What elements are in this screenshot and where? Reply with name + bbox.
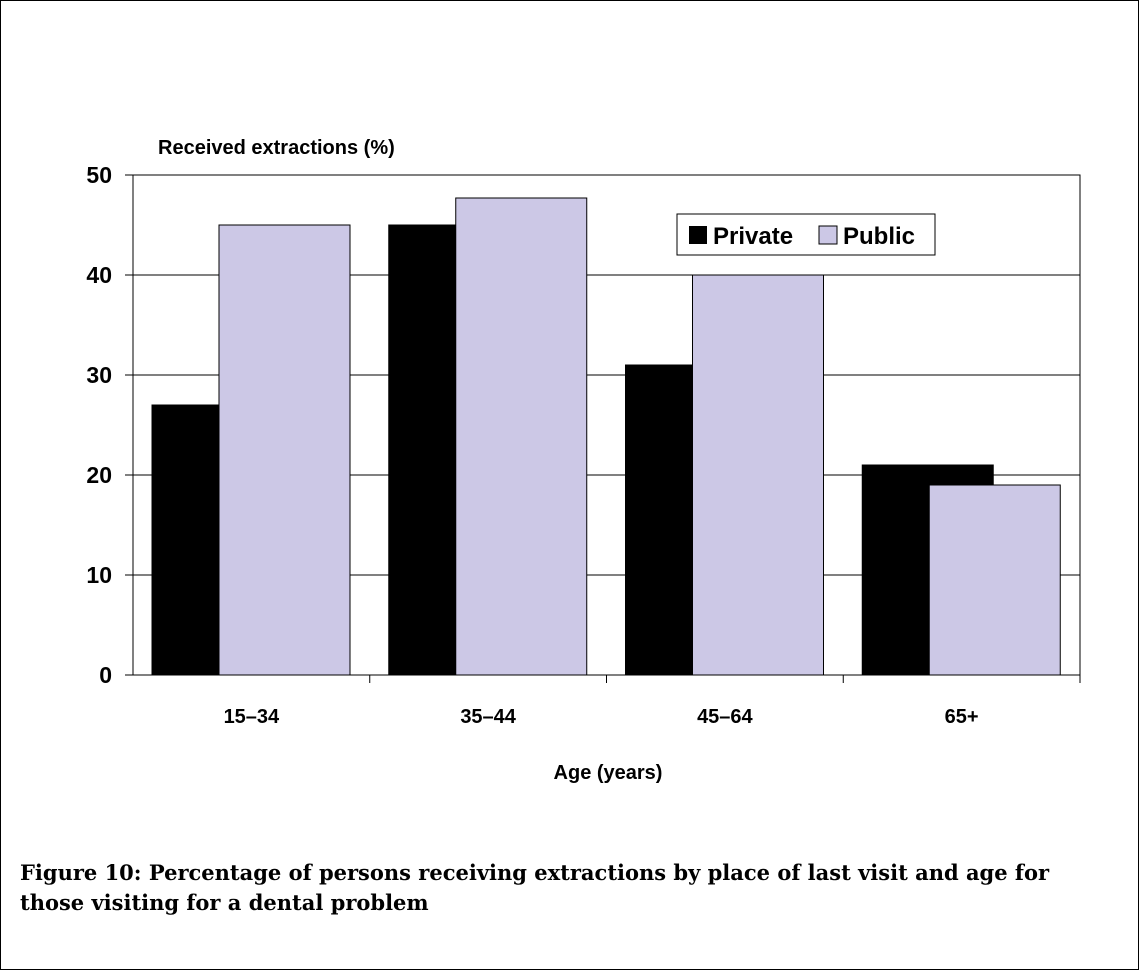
y-tick-labels: 0 10 20 30 40 50 <box>86 162 112 688</box>
y-tick-label: 40 <box>86 262 112 288</box>
figure-caption: Figure 10: Percentage of persons receivi… <box>20 858 1120 918</box>
y-tick-label: 30 <box>86 362 112 388</box>
legend-label-private: Private <box>713 223 793 250</box>
y-axis-label: Received extractions (%) <box>158 137 395 159</box>
y-tick-label: 0 <box>99 662 112 688</box>
y-tick-label: 20 <box>86 462 112 488</box>
legend-swatch-private <box>689 226 707 244</box>
x-tick-label: 45–64 <box>697 706 753 728</box>
x-tick-label: 15–34 <box>224 706 280 728</box>
x-tick-label: 65+ <box>945 706 979 728</box>
x-tick-labels: 15–34 35–44 45–64 65+ <box>224 706 979 728</box>
x-tick-label: 35–44 <box>460 706 516 728</box>
legend-label-public: Public <box>843 223 915 250</box>
bar-public <box>692 274 824 676</box>
legend-box <box>676 213 936 256</box>
caption-line-1: Figure 10: Percentage of persons receivi… <box>20 860 1050 885</box>
legend: Private Public <box>676 213 936 256</box>
bars-group <box>151 197 1061 676</box>
x-axis-label: Age (years) <box>554 762 663 784</box>
bar-public <box>928 484 1061 676</box>
y-tick-label: 10 <box>86 562 112 588</box>
axes <box>125 174 1081 683</box>
y-tick-label: 50 <box>86 162 112 188</box>
caption-line-2: those visiting for a dental problem <box>20 890 429 915</box>
legend-swatch-public <box>818 225 838 245</box>
bar-public <box>218 224 351 676</box>
bar-public <box>455 197 588 676</box>
